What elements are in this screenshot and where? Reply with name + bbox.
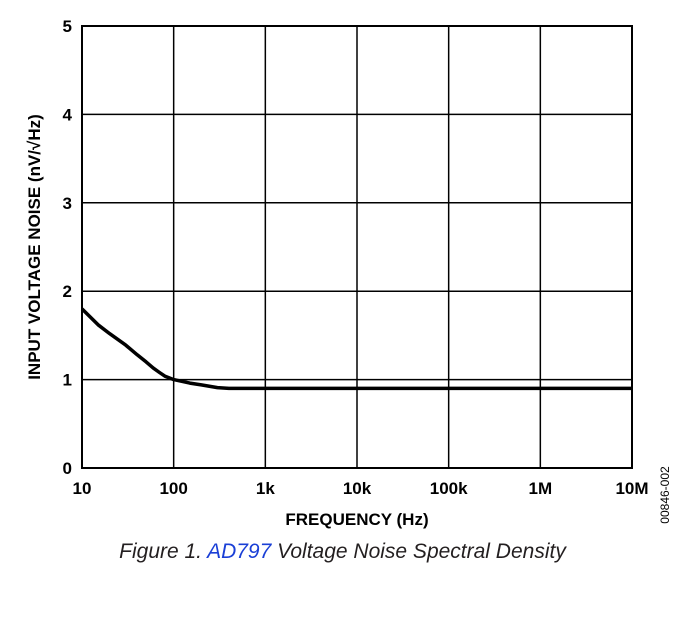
caption-prefix: Figure 1. xyxy=(119,540,208,563)
y-tick-label: 3 xyxy=(63,194,72,213)
y-tick-label: 0 xyxy=(63,459,72,478)
caption-part-link[interactable]: AD797 xyxy=(207,540,272,563)
y-tick-labels: 0 1 2 3 4 5 xyxy=(63,17,73,478)
x-axis-title: FREQUENCY (Hz) xyxy=(285,510,428,529)
x-tick-label: 10 xyxy=(73,479,92,498)
y-axis-title: INPUT VOLTAGE NOISE (nV/√Hz) xyxy=(25,114,44,380)
y-tick-label: 4 xyxy=(63,105,73,124)
x-tick-label: 1k xyxy=(256,479,275,498)
y-tick-label: 5 xyxy=(63,17,72,36)
y-tick-label: 1 xyxy=(63,371,72,390)
x-tick-label: 10M xyxy=(615,479,648,498)
x-tick-labels: 10 100 1k 10k 100k 1M 10M xyxy=(73,479,649,498)
x-tick-label: 10k xyxy=(343,479,372,498)
grid xyxy=(82,26,632,468)
noise-curve-line xyxy=(80,307,632,391)
x-tick-label: 100k xyxy=(430,479,468,498)
x-tick-label: 100 xyxy=(159,479,187,498)
noise-density-chart: 10 100 1k 10k 100k 1M 10M 0 1 2 3 4 5 FREQUENCY (Hz… xyxy=(25,17,672,529)
x-tick-label: 1M xyxy=(529,479,553,498)
figure-caption: Figure 1. AD797 Voltage Noise Spectral D… xyxy=(0,540,685,564)
figure-code-label: 00846-002 xyxy=(658,466,672,524)
y-tick-label: 2 xyxy=(63,282,72,301)
caption-suffix: Voltage Noise Spectral Density xyxy=(271,540,566,563)
plot-frame xyxy=(81,25,633,469)
